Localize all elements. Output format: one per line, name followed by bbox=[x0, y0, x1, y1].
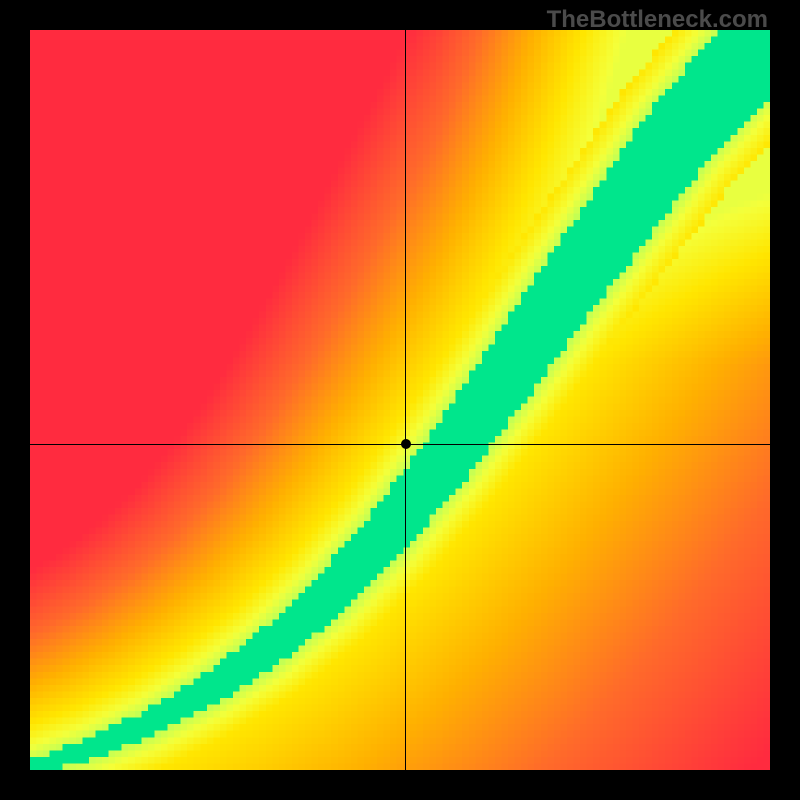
data-point-marker bbox=[401, 439, 411, 449]
bottleneck-heatmap bbox=[30, 30, 770, 770]
crosshair-vertical bbox=[405, 30, 406, 770]
watermark-label: TheBottleneck.com bbox=[547, 6, 768, 34]
